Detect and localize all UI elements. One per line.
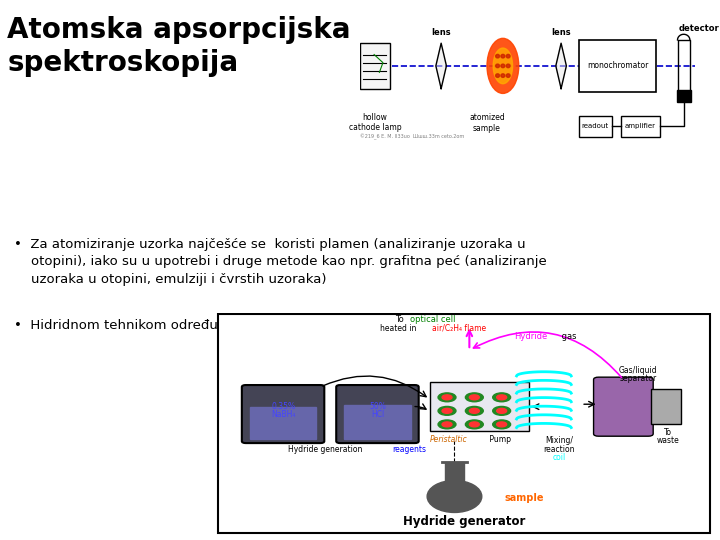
Circle shape (501, 64, 505, 68)
FancyBboxPatch shape (360, 43, 390, 89)
Circle shape (495, 64, 500, 68)
Text: Hydride: Hydride (514, 333, 547, 341)
Text: Peristaltic: Peristaltic (430, 435, 467, 444)
Circle shape (442, 408, 452, 413)
Text: Pump: Pump (487, 435, 510, 444)
Text: waste: waste (657, 436, 680, 445)
Text: reaction: reaction (543, 445, 575, 454)
Text: gas: gas (559, 333, 576, 341)
Circle shape (469, 395, 480, 400)
Ellipse shape (427, 481, 482, 512)
Circle shape (506, 55, 510, 58)
Circle shape (438, 407, 456, 415)
Text: monochromator: monochromator (587, 62, 648, 70)
Text: air/C₂H₄ flame: air/C₂H₄ flame (432, 324, 486, 333)
Circle shape (438, 420, 456, 429)
Text: atomized: atomized (469, 113, 505, 122)
Circle shape (492, 393, 510, 402)
Circle shape (442, 395, 452, 400)
Text: coil: coil (552, 454, 565, 462)
Circle shape (469, 422, 480, 427)
Text: To: To (395, 315, 406, 324)
Text: Mixing/: Mixing/ (545, 436, 573, 445)
Bar (444, 462, 464, 482)
Circle shape (495, 55, 500, 58)
Text: reagents: reagents (392, 445, 426, 454)
Text: To: To (664, 428, 672, 436)
Text: 50%: 50% (369, 402, 386, 411)
Circle shape (506, 74, 510, 77)
Bar (344, 404, 410, 439)
Bar (621, 116, 660, 137)
Text: cathode lamp: cathode lamp (349, 123, 402, 132)
FancyBboxPatch shape (593, 377, 653, 436)
Text: Hydride generation: Hydride generation (288, 445, 365, 454)
Text: NaBH₄: NaBH₄ (271, 409, 295, 418)
Text: •  Hidridnom tehnikom određuju se As, Se, Sb, Te, Bi i Sn: • Hidridnom tehnikom određuju se As, Se,… (14, 319, 393, 332)
FancyBboxPatch shape (336, 385, 419, 443)
Ellipse shape (487, 38, 518, 93)
Circle shape (492, 407, 510, 415)
Text: sample: sample (473, 124, 501, 133)
Text: HCl: HCl (371, 409, 384, 418)
Circle shape (497, 422, 507, 427)
Text: lens: lens (552, 28, 571, 37)
Polygon shape (436, 43, 446, 89)
Text: detector: detector (678, 24, 719, 33)
Text: 0.35%: 0.35% (271, 402, 295, 411)
Bar (579, 116, 612, 137)
Circle shape (501, 74, 505, 77)
Circle shape (501, 55, 505, 58)
Circle shape (497, 395, 507, 400)
Circle shape (465, 393, 483, 402)
Text: readout: readout (582, 124, 609, 130)
Ellipse shape (493, 48, 513, 84)
Bar (677, 90, 690, 102)
Text: lens: lens (431, 28, 451, 37)
Text: Gas/liquid: Gas/liquid (619, 366, 657, 375)
Text: sample: sample (504, 492, 544, 503)
Text: hollow: hollow (363, 113, 387, 122)
Text: heated in: heated in (380, 324, 419, 333)
Bar (651, 389, 680, 424)
Bar (579, 40, 657, 92)
Text: separator: separator (620, 374, 657, 383)
Text: Hydride generator: Hydride generator (403, 516, 526, 529)
Circle shape (497, 408, 507, 413)
Circle shape (465, 407, 483, 415)
Text: Atomska apsorpcijska
spektroskopija: Atomska apsorpcijska spektroskopija (7, 16, 351, 77)
Bar (430, 382, 529, 431)
Bar (250, 407, 316, 439)
Circle shape (506, 64, 510, 68)
Circle shape (469, 408, 480, 413)
Circle shape (492, 420, 510, 429)
Text: amplifier: amplifier (625, 124, 656, 130)
Circle shape (438, 393, 456, 402)
FancyBboxPatch shape (242, 385, 324, 443)
Text: •  Za atomiziranje uzorka najčešće se  koristi plamen (analiziranje uzoraka u
  : • Za atomiziranje uzorka najčešće se kor… (14, 238, 547, 286)
Polygon shape (556, 43, 567, 89)
Text: optical cell: optical cell (410, 315, 455, 324)
Circle shape (442, 422, 452, 427)
Circle shape (495, 74, 500, 77)
Text: ©219_6 E. M. II33uo  Шшш.33m ceto.2om: ©219_6 E. M. II33uo Шшш.33m ceto.2om (360, 134, 464, 140)
Circle shape (465, 420, 483, 429)
